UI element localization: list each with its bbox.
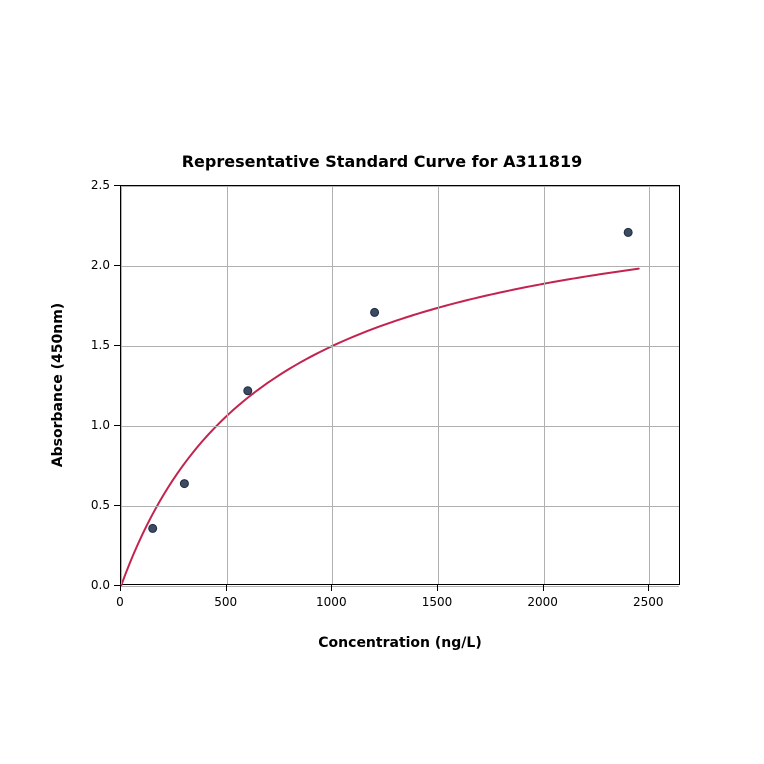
y-tick xyxy=(114,585,120,586)
data-point xyxy=(371,308,379,316)
x-axis-label: Concentration (ng/L) xyxy=(120,635,680,651)
grid-line-vertical xyxy=(438,186,439,584)
x-tick-label: 2000 xyxy=(527,595,558,609)
plot-area xyxy=(120,185,680,585)
y-tick-label: 2.0 xyxy=(91,258,110,272)
data-point xyxy=(149,524,157,532)
grid-line-horizontal xyxy=(121,186,679,187)
grid-line-horizontal xyxy=(121,266,679,267)
x-tick xyxy=(120,585,121,591)
grid-line-horizontal xyxy=(121,586,679,587)
grid-line-vertical xyxy=(544,186,545,584)
x-tick-label: 0 xyxy=(116,595,124,609)
grid-line-vertical xyxy=(649,186,650,584)
y-tick xyxy=(114,425,120,426)
data-point xyxy=(244,387,252,395)
y-tick xyxy=(114,505,120,506)
x-tick-label: 1000 xyxy=(316,595,347,609)
y-tick-label: 1.5 xyxy=(91,338,110,352)
y-tick-label: 0.5 xyxy=(91,498,110,512)
x-tick xyxy=(226,585,227,591)
y-tick xyxy=(114,345,120,346)
y-tick-label: 2.5 xyxy=(91,178,110,192)
fitted-curve xyxy=(121,269,639,586)
data-point xyxy=(180,480,188,488)
grid-line-vertical xyxy=(332,186,333,584)
y-tick xyxy=(114,265,120,266)
chart-title: Representative Standard Curve for A31181… xyxy=(0,152,764,171)
x-tick xyxy=(331,585,332,591)
chart-canvas: Representative Standard Curve for A31181… xyxy=(0,0,764,764)
grid-line-horizontal xyxy=(121,506,679,507)
y-tick-label: 0.0 xyxy=(91,578,110,592)
data-point xyxy=(624,228,632,236)
y-axis-label: Absorbance (450nm) xyxy=(50,303,66,467)
plot-svg xyxy=(121,186,679,584)
grid-line-vertical xyxy=(121,186,122,584)
grid-line-horizontal xyxy=(121,426,679,427)
x-tick-label: 500 xyxy=(214,595,237,609)
x-tick xyxy=(543,585,544,591)
grid-line-horizontal xyxy=(121,346,679,347)
x-tick-label: 2500 xyxy=(633,595,664,609)
y-tick xyxy=(114,185,120,186)
grid-line-vertical xyxy=(227,186,228,584)
x-tick xyxy=(648,585,649,591)
y-tick-label: 1.0 xyxy=(91,418,110,432)
x-tick xyxy=(437,585,438,591)
x-tick-label: 1500 xyxy=(422,595,453,609)
